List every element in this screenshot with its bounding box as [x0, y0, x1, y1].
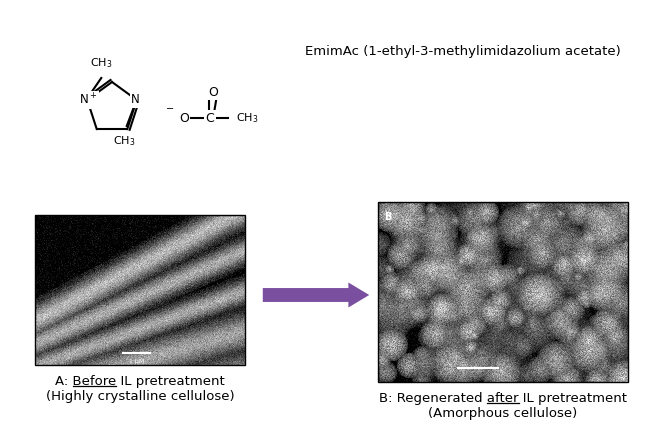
Text: CH$_3$: CH$_3$ — [236, 111, 258, 125]
Text: (Amorphous cellulose): (Amorphous cellulose) — [428, 407, 577, 420]
Text: O: O — [208, 85, 218, 99]
FancyArrowPatch shape — [263, 283, 370, 307]
Bar — [378, 202, 628, 382]
Text: B: Regenerated after IL pretreatment: B: Regenerated after IL pretreatment — [379, 392, 627, 405]
Text: O: O — [179, 112, 189, 124]
Text: B: B — [384, 212, 391, 222]
Text: 1 μM: 1 μM — [129, 359, 145, 364]
Text: $^{-}$: $^{-}$ — [165, 105, 175, 119]
Text: N: N — [131, 93, 140, 106]
Text: N$^+$: N$^+$ — [79, 92, 97, 108]
Bar — [35, 215, 245, 365]
Text: C: C — [205, 112, 215, 124]
Text: (Highly crystalline cellulose): (Highly crystalline cellulose) — [46, 390, 234, 403]
Text: CH$_3$: CH$_3$ — [90, 56, 112, 70]
Text: EmimAc (1-ethyl-3-methylimidazolium acetate): EmimAc (1-ethyl-3-methylimidazolium acet… — [305, 46, 621, 59]
Text: CH$_3$: CH$_3$ — [114, 134, 136, 148]
Text: A: Before IL pretreatment: A: Before IL pretreatment — [55, 375, 225, 388]
